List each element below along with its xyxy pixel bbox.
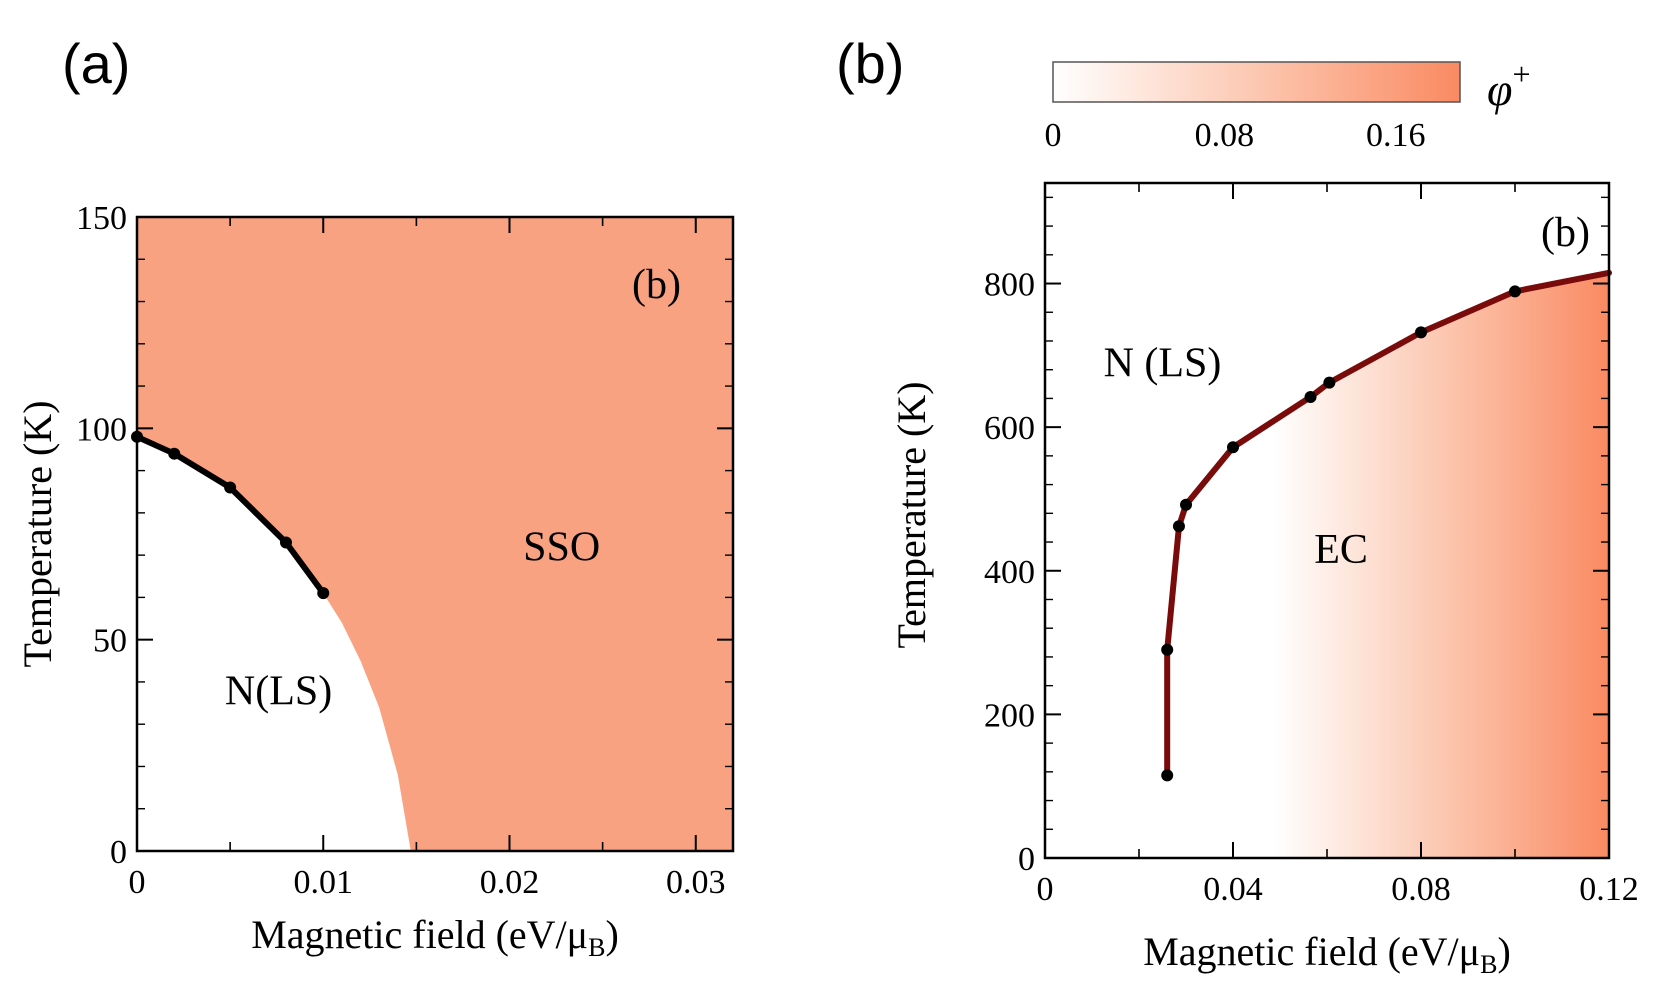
chart-b-inner-label: (b): [1541, 210, 1590, 256]
chart-b-boundary-points: [1161, 285, 1521, 782]
y-tick-label: 100: [76, 411, 127, 448]
boundary-point: [1227, 441, 1239, 454]
x-axis-title-sub: B: [1480, 950, 1497, 979]
x-tick-label: 0.01: [294, 864, 354, 901]
chart-b-phase-boundary: [1164, 269, 1612, 779]
y-tick-label: 800: [984, 267, 1035, 304]
colorbar-label-main: φ: [1487, 64, 1512, 115]
colorbar-tick-labels: 0 0.08 0.16: [1045, 117, 1426, 154]
chart-a-frame: [135, 215, 735, 853]
chart-b-x-tick-labels: 0 0.04 0.08 0.12: [1037, 871, 1639, 908]
boundary-point: [1323, 376, 1336, 389]
colorbar-label-sup: +: [1512, 56, 1530, 92]
x-axis-title-main: Magnetic field (eV/μ: [251, 912, 588, 957]
region-label-nls: N(LS): [225, 668, 332, 714]
boundary-point: [224, 481, 237, 494]
boundary-point: [168, 447, 181, 460]
chart-b-frame: [1043, 181, 1611, 860]
boundary-point: [280, 536, 292, 549]
colorbar-label: φ+: [1487, 56, 1531, 115]
region-label-ec: EC: [1314, 527, 1368, 573]
x-tick-label: 0.02: [480, 864, 540, 901]
y-tick-label: 200: [984, 697, 1035, 734]
panel-b-label: (b): [836, 32, 904, 95]
chart-a-x-axis-title: Magnetic field (eV/μB): [251, 912, 619, 962]
chart-a-y-axis-title: Temperature (K): [15, 400, 60, 667]
y-tick-label: 600: [984, 410, 1035, 447]
panel-a-label: (a): [62, 32, 130, 95]
x-axis-title-end: ): [1497, 929, 1510, 974]
boundary-point: [1180, 498, 1192, 511]
boundary-point: [1415, 326, 1427, 339]
region-label-sso: SSO: [523, 525, 600, 571]
boundary-point: [1304, 390, 1317, 403]
chart-a-inner-label: (b): [632, 262, 681, 308]
chart-b: (b) N (LS) EC 0 0.04 0.08 0.12 0 200 400…: [889, 56, 1639, 979]
boundary-point: [1509, 285, 1521, 298]
boundary-point: [1161, 769, 1174, 782]
colorbar: 0 0.08 0.16 φ+: [1045, 56, 1531, 154]
y-tick-label: 400: [984, 554, 1035, 591]
boundary-point: [1161, 643, 1174, 656]
boundary-point: [317, 587, 330, 600]
colorbar-tick-label: 0.08: [1195, 117, 1255, 154]
x-tick-label: 0: [1037, 871, 1054, 908]
x-axis-title-sub: B: [588, 933, 605, 962]
chart-b-y-axis-title: Temperature (K): [889, 381, 934, 648]
chart-a-x-tick-labels: 0 0.01 0.02 0.03: [129, 864, 726, 901]
x-tick-label: 0.03: [666, 864, 726, 901]
y-tick-label: 50: [93, 623, 127, 660]
y-tick-label: 0: [1018, 841, 1035, 878]
x-tick-label: 0.12: [1579, 871, 1639, 908]
y-tick-label: 150: [76, 200, 127, 237]
sso-phase-region: [137, 217, 733, 851]
colorbar-tick-label: 0: [1045, 117, 1062, 154]
chart-b-y-tick-labels: 0 200 400 600 800: [984, 267, 1035, 878]
boundary-point: [1172, 520, 1185, 533]
colorbar-tick-label: 0.16: [1366, 117, 1426, 154]
chart-a: (b) N(LS) SSO 0 0.01 0.02 0.03 0 50 100 …: [15, 200, 735, 962]
x-tick-label: 0.08: [1391, 871, 1451, 908]
region-label-nls: N (LS): [1104, 341, 1222, 387]
x-tick-label: 0: [129, 864, 146, 901]
x-axis-title-main: Magnetic field (eV/μ: [1143, 929, 1480, 974]
colorbar-gradient: [1052, 61, 1461, 103]
chart-a-y-tick-labels: 0 50 100 150: [76, 200, 127, 871]
x-axis-title-end: ): [605, 912, 618, 957]
x-tick-label: 0.04: [1203, 871, 1263, 908]
chart-b-x-axis-title: Magnetic field (eV/μB): [1143, 929, 1511, 979]
y-tick-label: 0: [110, 834, 127, 871]
